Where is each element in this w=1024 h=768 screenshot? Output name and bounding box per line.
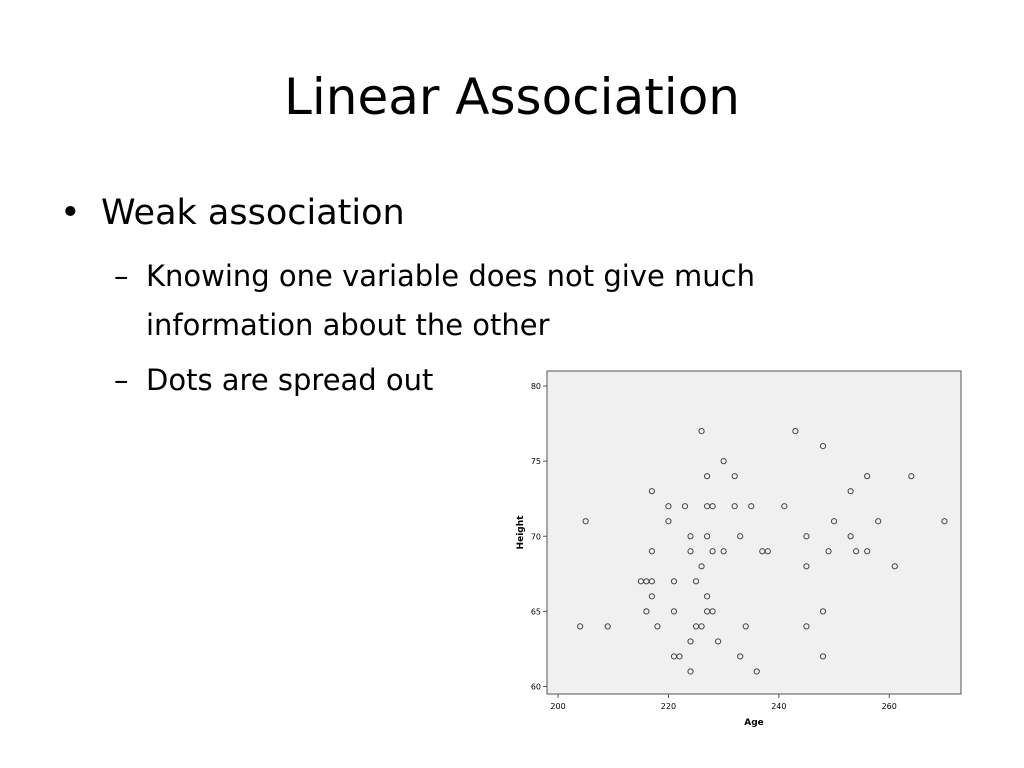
data-point bbox=[703, 593, 711, 600]
x-axis-title: Age bbox=[744, 718, 764, 728]
dash-icon: – bbox=[114, 363, 129, 397]
data-point bbox=[676, 653, 683, 660]
data-point bbox=[687, 668, 694, 675]
x-tick-label: 220 bbox=[661, 702, 676, 711]
data-point bbox=[720, 548, 727, 555]
dash-icon: – bbox=[114, 259, 129, 293]
data-point bbox=[864, 473, 871, 480]
data-point bbox=[830, 518, 838, 525]
data-point bbox=[847, 533, 854, 540]
data-point bbox=[864, 548, 871, 555]
data-point bbox=[803, 563, 810, 570]
x-tick-label: 200 bbox=[550, 702, 565, 711]
bullet-dot-icon: • bbox=[60, 193, 81, 233]
data-point bbox=[698, 623, 705, 630]
data-point bbox=[582, 518, 589, 525]
bullet-text: Weak association bbox=[101, 193, 405, 233]
plot-area bbox=[546, 370, 962, 695]
x-tick-label: 260 bbox=[882, 702, 897, 711]
data-point bbox=[692, 578, 700, 585]
data-point bbox=[698, 427, 705, 435]
sub-bullet-text: Dots are spread out bbox=[146, 363, 434, 397]
data-point bbox=[665, 518, 672, 525]
data-point bbox=[703, 473, 711, 480]
data-point bbox=[720, 458, 727, 465]
data-point bbox=[781, 503, 788, 510]
data-point bbox=[648, 578, 655, 585]
data-point bbox=[709, 608, 716, 615]
y-tick-label: 65 bbox=[531, 607, 541, 616]
data-point bbox=[737, 533, 744, 540]
data-point bbox=[803, 623, 810, 630]
data-point bbox=[577, 623, 584, 630]
y-axis-title: Height bbox=[516, 515, 526, 550]
data-point bbox=[604, 623, 611, 630]
y-tick-label: 60 bbox=[531, 682, 541, 691]
y-tick-label: 70 bbox=[531, 532, 541, 541]
data-point bbox=[670, 578, 678, 585]
data-point bbox=[737, 653, 744, 660]
data-point bbox=[753, 668, 760, 675]
data-point bbox=[742, 623, 749, 630]
sub-bullet-text: Knowing one variable does not give much i… bbox=[146, 259, 755, 342]
data-point bbox=[875, 518, 882, 525]
data-point bbox=[715, 638, 722, 645]
data-point bbox=[731, 503, 738, 510]
data-point bbox=[764, 548, 771, 555]
data-point bbox=[803, 533, 810, 540]
x-tick-label: 240 bbox=[771, 702, 786, 711]
data-point bbox=[941, 518, 948, 525]
data-point bbox=[731, 473, 738, 480]
data-point bbox=[709, 503, 716, 510]
data-point bbox=[825, 548, 832, 555]
y-tick-label: 80 bbox=[531, 382, 541, 391]
data-point bbox=[853, 548, 860, 555]
data-point bbox=[698, 563, 705, 570]
data-point bbox=[665, 503, 672, 510]
data-point bbox=[648, 593, 655, 600]
data-point bbox=[819, 653, 827, 660]
data-point bbox=[847, 488, 854, 495]
scatter-chart: 200 220 240 260 60 65 70 75 80 Age Height bbox=[516, 370, 962, 728]
data-point bbox=[670, 608, 678, 615]
slide-title: Linear Association bbox=[284, 68, 740, 126]
data-point bbox=[748, 503, 755, 510]
data-point bbox=[819, 443, 827, 450]
data-point bbox=[709, 548, 716, 555]
data-point bbox=[648, 488, 655, 495]
y-tick-label: 75 bbox=[531, 457, 541, 466]
data-point bbox=[648, 548, 655, 555]
data-point bbox=[654, 623, 661, 630]
data-point bbox=[687, 548, 694, 555]
data-point bbox=[681, 503, 689, 510]
data-point bbox=[643, 608, 650, 615]
data-point bbox=[891, 563, 898, 570]
data-point bbox=[792, 427, 799, 435]
data-point bbox=[908, 473, 915, 480]
data-point bbox=[687, 638, 694, 645]
data-point bbox=[819, 608, 827, 615]
data-point bbox=[703, 533, 711, 540]
data-point bbox=[687, 533, 694, 540]
